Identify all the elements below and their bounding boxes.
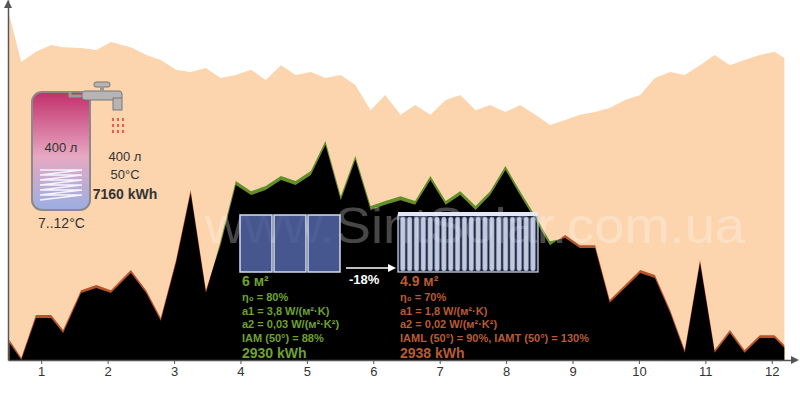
annotation-text: η₀ = 80%	[242, 291, 288, 303]
annotation-text: a2 = 0,02 W/(м²·K²)	[400, 318, 497, 330]
x-tick: 6	[370, 360, 377, 379]
tube	[496, 217, 501, 271]
x-tick: 12	[765, 360, 779, 379]
tube	[490, 217, 495, 271]
x-tick-label: 5	[304, 364, 311, 379]
tube	[462, 217, 467, 271]
x-tick: 4	[237, 360, 244, 379]
x-axis-arrow	[791, 356, 799, 364]
x-tick-label: 10	[632, 364, 646, 379]
series-area	[9, 141, 784, 360]
tank-body	[32, 92, 90, 210]
annotation-text: 2938 kWh	[400, 345, 465, 361]
y-axis	[8, 1, 9, 361]
x-tick: 8	[503, 360, 510, 379]
x-tick-label: 4	[237, 364, 244, 379]
plot-area	[9, 15, 784, 360]
tube	[531, 217, 536, 271]
x-tick-label: 8	[503, 364, 510, 379]
tube	[503, 217, 508, 271]
annotation-text: 4.9 м²	[400, 273, 439, 289]
tube-collector: 4.9 м² η₀ = 70% a1 = 1,8 W/(м²·K)a2 = 0,02…	[398, 212, 589, 361]
chart-svg: 123456789101112www.SintSolar.com.ua400 л…	[0, 0, 800, 394]
y-axis-arrow	[4, 0, 12, 8]
x-tick: 11	[699, 360, 713, 379]
comparison: -18%	[346, 264, 396, 287]
x-tick: 5	[304, 360, 311, 379]
tube	[455, 217, 460, 271]
tank-coil	[40, 170, 82, 200]
tube	[469, 217, 474, 271]
flat-collector: 6 м² η₀ = 80% a1 = 3,8 W/(м²·K)a2 = 0,03 W…	[240, 215, 340, 361]
tube	[524, 217, 529, 271]
water-drops	[122, 118, 124, 136]
tube	[442, 217, 447, 271]
flat-panel	[240, 215, 272, 272]
tube	[414, 217, 419, 271]
overlap-area	[9, 141, 784, 360]
comparison-arrow-head	[388, 264, 396, 272]
tube	[435, 217, 440, 271]
x-tick-label: 9	[569, 364, 576, 379]
x-tick-label: 2	[105, 364, 112, 379]
tank: 400 л 400 л 50°C 7160 kWh 7..12°C	[32, 82, 157, 231]
x-tick: 2	[105, 360, 112, 379]
annotation-text: 6 м²	[242, 273, 269, 289]
annotation-text: 50°C	[110, 167, 139, 182]
annotation-text: 2930 kWh	[242, 345, 307, 361]
annotation-text: a2 = 0,03 W/(м²·K²)	[242, 318, 339, 330]
tube-frame	[398, 215, 538, 272]
x-tick-label: 6	[370, 364, 377, 379]
annotation-text: 400 л	[109, 149, 142, 164]
x-tick: 7	[437, 360, 444, 379]
annotation-text: -18%	[349, 272, 380, 287]
x-tick-label: 1	[38, 364, 45, 379]
annotation-text: η₀ = 70%	[400, 291, 446, 303]
tube	[483, 217, 488, 271]
tube	[421, 217, 426, 271]
x-tick: 1	[38, 360, 45, 379]
tube-header	[398, 212, 538, 216]
flat-panel	[308, 215, 340, 272]
tube	[476, 217, 481, 271]
x-tick-label: 7	[437, 364, 444, 379]
water-drops	[112, 118, 114, 136]
annotation-text: a1 = 1,8 W/(м²·K)	[400, 305, 488, 317]
annotation-text: a1 = 3,8 W/(м²·K)	[242, 305, 330, 317]
tap-spout	[113, 98, 122, 110]
x-tick: 9	[569, 360, 576, 379]
chart-root: 123456789101112www.SintSolar.com.ua400 л…	[0, 0, 800, 394]
tube	[407, 217, 412, 271]
x-tick-label: 12	[765, 364, 779, 379]
water-drops	[117, 118, 119, 136]
annotation-text: IAML (50°) = 90%, IAMT (50°) = 130%	[400, 332, 589, 344]
series-area	[9, 15, 784, 360]
annotation-text: 7..12°C	[38, 215, 85, 231]
annotation-text: 7160 kWh	[93, 186, 158, 202]
tube	[510, 217, 515, 271]
flat-panel	[274, 215, 306, 272]
x-tick-label: 11	[699, 364, 713, 379]
x-tick-label: 3	[171, 364, 178, 379]
x-tick: 10	[632, 360, 646, 379]
tap-stem	[100, 86, 104, 92]
annotations: www.SintSolar.com.ua400 л400 л50°C7160 k…	[32, 82, 745, 361]
x-axis: 123456789101112	[9, 360, 796, 379]
annotation-text: 400 л	[45, 140, 78, 155]
tube	[517, 217, 522, 271]
x-tick: 3	[171, 360, 178, 379]
tube	[401, 217, 406, 271]
annotation-text: IAM (50°) = 88%	[242, 332, 324, 344]
y-axis-line	[8, 1, 10, 361]
comparison-arrow-line	[346, 267, 390, 269]
tube	[428, 217, 433, 271]
tube	[448, 217, 453, 271]
